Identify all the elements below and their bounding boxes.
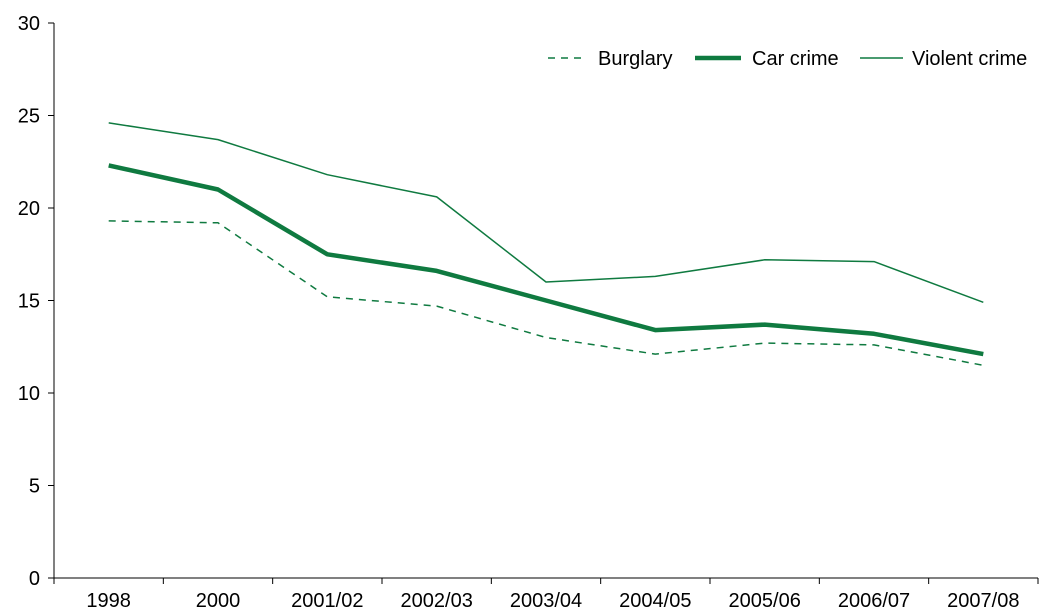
- legend-label: Violent crime: [912, 48, 1027, 70]
- x-tick-label: 2005/06: [729, 590, 801, 610]
- legend-item-burglary: Burglary: [548, 48, 672, 70]
- series-line-car-crime: [108, 163, 984, 357]
- legend: Burglary Car crime Violent crime: [548, 48, 1027, 70]
- y-tick-label: 20: [18, 198, 40, 220]
- y-tick-label: 15: [18, 291, 40, 313]
- tick-labels: 0 5 10 15 20 25 30 1998 2000 2001/02 2002/03 2003/0…: [18, 13, 1020, 610]
- series-line-violent-crime: [108, 122, 984, 304]
- y-tick-label: 0: [29, 568, 40, 590]
- legend-item-violent-crime: Violent crime: [860, 48, 1027, 70]
- axes: [48, 22, 1039, 584]
- y-tick-label: 30: [18, 13, 40, 35]
- x-tick-label: 2001/02: [291, 590, 363, 610]
- legend-label: Car crime: [752, 48, 839, 70]
- legend-item-car-crime: Car crime: [695, 48, 839, 70]
- y-tick-label: 25: [18, 106, 40, 128]
- y-tick-label: 10: [18, 383, 40, 405]
- x-tick-label: 2003/04: [510, 590, 582, 610]
- x-tick-label: 1998: [86, 590, 131, 610]
- x-tick-label: 2000: [196, 590, 241, 610]
- series-lines: [108, 122, 984, 367]
- series-line-burglary: [108, 220, 984, 367]
- x-tick-label: 2002/03: [401, 590, 473, 610]
- x-tick-label: 2007/08: [947, 590, 1019, 610]
- x-tick-label: 2004/05: [619, 590, 691, 610]
- legend-label: Burglary: [598, 48, 672, 70]
- x-tick-label: 2006/07: [838, 590, 910, 610]
- y-tick-label: 5: [29, 476, 40, 498]
